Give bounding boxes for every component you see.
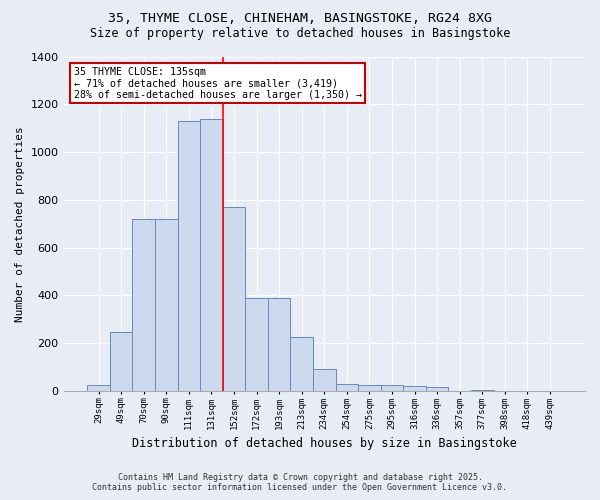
Bar	[110, 332, 133, 391]
Bar	[471, 390, 494, 391]
Bar	[358, 385, 381, 391]
Bar	[155, 219, 178, 391]
X-axis label: Distribution of detached houses by size in Basingstoke: Distribution of detached houses by size …	[132, 437, 517, 450]
Text: 35 THYME CLOSE: 135sqm
← 71% of detached houses are smaller (3,419)
28% of semi-: 35 THYME CLOSE: 135sqm ← 71% of detached…	[74, 66, 362, 100]
Text: Size of property relative to detached houses in Basingstoke: Size of property relative to detached ho…	[90, 28, 510, 40]
Bar	[290, 337, 313, 391]
Bar	[223, 207, 245, 391]
Bar	[87, 385, 110, 391]
Text: Contains HM Land Registry data © Crown copyright and database right 2025.
Contai: Contains HM Land Registry data © Crown c…	[92, 473, 508, 492]
Bar	[426, 388, 448, 391]
Bar	[403, 386, 426, 391]
Bar	[335, 384, 358, 391]
Y-axis label: Number of detached properties: Number of detached properties	[15, 126, 25, 322]
Bar	[200, 118, 223, 391]
Text: 35, THYME CLOSE, CHINEHAM, BASINGSTOKE, RG24 8XG: 35, THYME CLOSE, CHINEHAM, BASINGSTOKE, …	[108, 12, 492, 26]
Bar	[245, 298, 268, 391]
Bar	[178, 121, 200, 391]
Bar	[313, 370, 335, 391]
Bar	[268, 298, 290, 391]
Bar	[133, 219, 155, 391]
Bar	[381, 385, 403, 391]
